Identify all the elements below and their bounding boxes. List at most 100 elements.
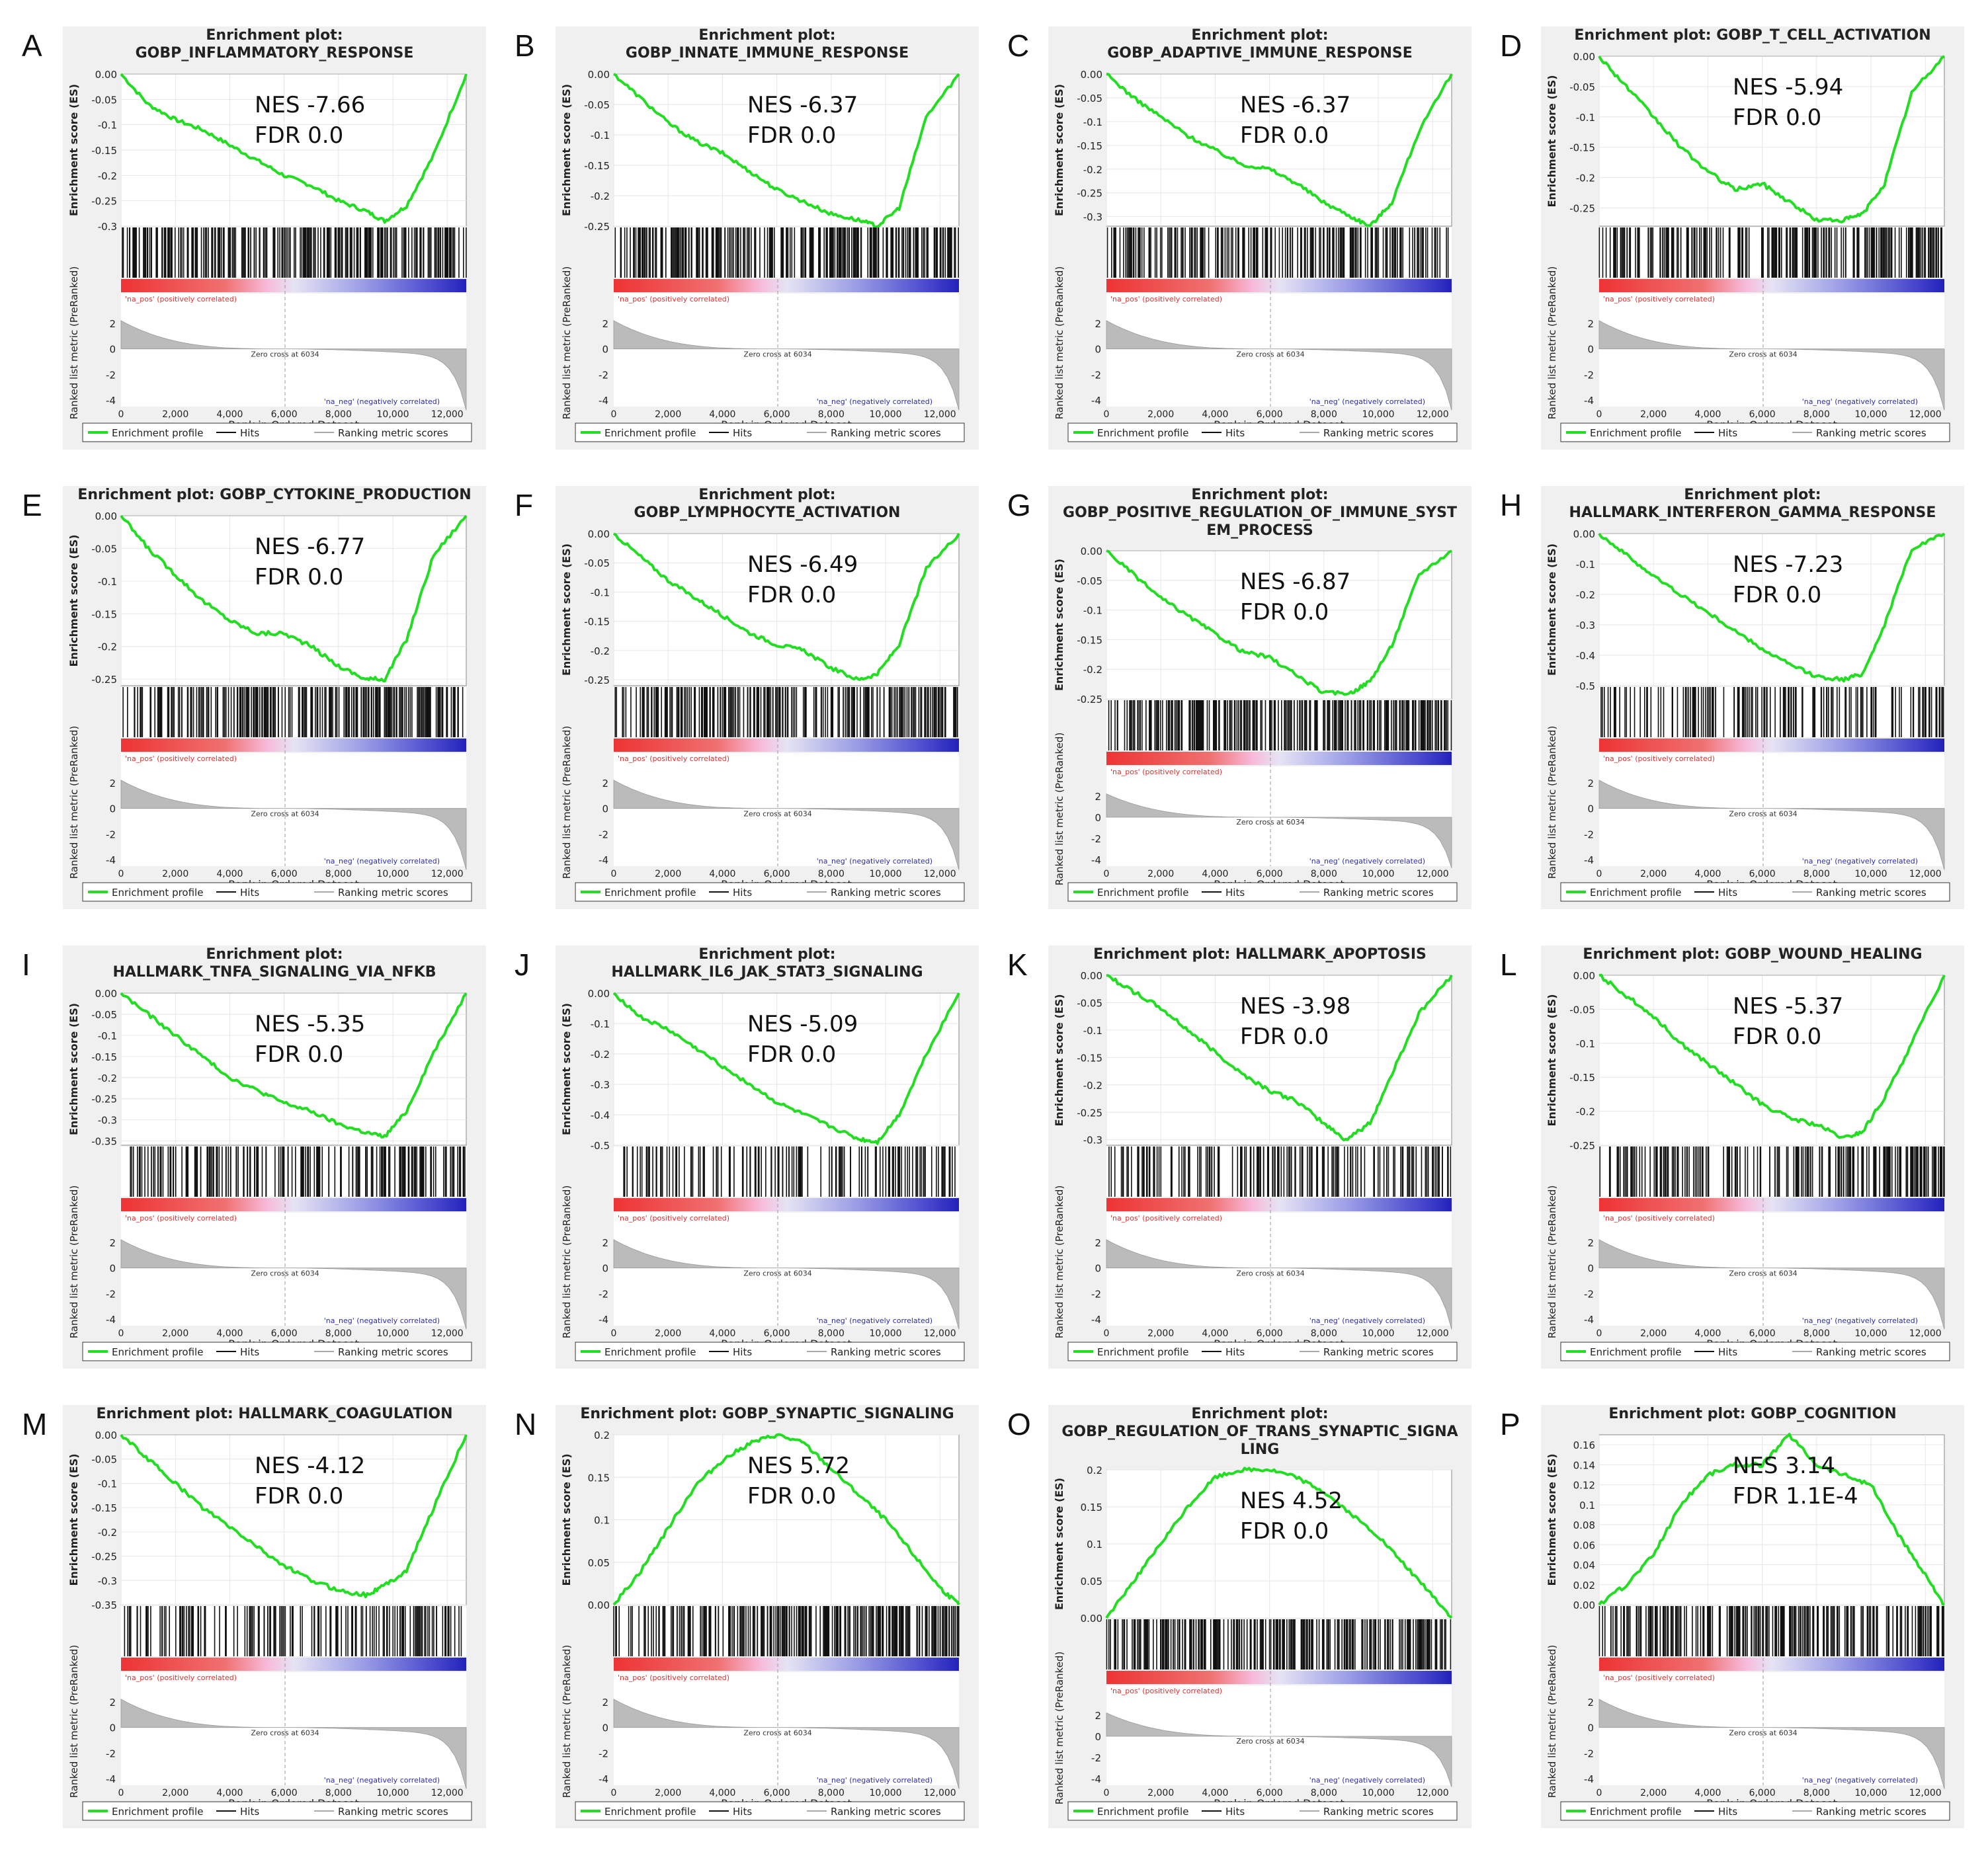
metric-tick-label: -2 xyxy=(599,828,608,840)
es-tick-label: 0.00 xyxy=(1573,1599,1595,1611)
es-plot-area xyxy=(1106,550,1452,700)
es-tick-label: -0.2 xyxy=(1083,164,1102,176)
es-tick-label: -0.05 xyxy=(1569,1004,1595,1016)
nes-value: NES -3.98 xyxy=(1240,993,1350,1020)
x-tick-label: 6,000 xyxy=(1257,869,1283,879)
enrichment-profile-line xyxy=(612,1433,960,1606)
x-tick-label: 6,000 xyxy=(1257,1788,1283,1798)
panel-letter: F xyxy=(515,488,534,522)
x-tick-label: 8,000 xyxy=(325,409,352,420)
x-tick-label: 2,000 xyxy=(1147,1788,1174,1798)
es-tick-label: -0.1 xyxy=(591,130,610,141)
legend-box xyxy=(575,1342,965,1361)
correlation-gradient-bar xyxy=(614,739,959,752)
es-tick-label: 0.00 xyxy=(588,528,610,540)
legend-box xyxy=(575,423,965,442)
metric-tick-label: 0 xyxy=(109,803,116,815)
es-tick-label: -0.2 xyxy=(591,1049,610,1061)
metric-tick-label: 0 xyxy=(109,1722,116,1734)
es-axis-label: Enrichment score (ES) xyxy=(67,1453,80,1586)
es-tick-label: -0.1 xyxy=(1083,116,1102,128)
positively-correlated-label: 'na_pos' (positively correlated) xyxy=(125,1214,237,1223)
metric-tick-label: -2 xyxy=(1584,369,1594,381)
legend-profile-label: Enrichment profile xyxy=(604,1346,696,1358)
ranking-metric-area xyxy=(1106,793,1452,868)
es-tick-label: 0.08 xyxy=(1573,1519,1595,1531)
es-axis-label: Enrichment score (ES) xyxy=(1053,84,1065,216)
x-tick-label: 12,000 xyxy=(1417,409,1449,420)
enrichment-profile-line xyxy=(1106,549,1452,696)
ranking-metric-area xyxy=(1106,320,1452,411)
negatively-correlated-label: 'na_neg' (negatively correlated) xyxy=(1802,397,1918,406)
x-tick-label: 12,000 xyxy=(1417,1788,1449,1798)
es-tick-label: -0.4 xyxy=(1576,650,1595,662)
x-tick-label: 8,000 xyxy=(1311,1788,1337,1798)
nes-value: NES 3.14 xyxy=(1733,1453,1835,1479)
metric-tick-label: 2 xyxy=(109,1237,116,1249)
panel-title: Enrichment plot: GOBP_WOUND_HEALING xyxy=(1583,946,1922,963)
panel-letter: E xyxy=(22,488,42,522)
metric-tick-label: -4 xyxy=(1091,395,1101,407)
nes-value: NES -5.37 xyxy=(1733,993,1843,1020)
positively-correlated-label: 'na_pos' (positively correlated) xyxy=(125,295,237,303)
es-tick-label: -0.25 xyxy=(1077,1107,1102,1119)
metric-axis-label: Ranked list metric (PreRanked) xyxy=(561,1645,573,1798)
metric-tick-label: -4 xyxy=(106,395,116,407)
metric-tick-label: 0 xyxy=(109,1263,116,1275)
nes-value: NES -6.87 xyxy=(1240,569,1350,595)
x-tick-label: 12,000 xyxy=(924,869,956,879)
legend-box xyxy=(1560,423,1950,442)
negatively-correlated-label: 'na_neg' (negatively correlated) xyxy=(324,857,440,866)
enrichment-profile-line xyxy=(1598,973,1946,1139)
panel-title: Enrichment plot: xyxy=(1684,487,1821,503)
legend-hits-label: Hits xyxy=(1225,427,1245,439)
es-tick-label: -0.3 xyxy=(1083,1135,1102,1147)
fdr-value: FDR 0.0 xyxy=(255,1041,343,1068)
es-tick-label: 0.00 xyxy=(95,510,117,522)
metric-tick-label: 2 xyxy=(1587,1697,1594,1709)
legend-profile-label: Enrichment profile xyxy=(112,1346,203,1358)
x-tick-label: 12,000 xyxy=(1909,1328,1942,1339)
positively-correlated-label: 'na_pos' (positively correlated) xyxy=(618,295,729,303)
hits-band xyxy=(1106,700,1452,750)
x-tick-label: 6,000 xyxy=(1257,409,1283,420)
legend-box xyxy=(82,1801,472,1821)
metric-tick-label: 2 xyxy=(1095,791,1101,803)
es-tick-label: 0.15 xyxy=(1081,1502,1102,1513)
es-tick-label: -0.25 xyxy=(1569,1140,1595,1152)
x-tick-label: 12,000 xyxy=(924,1788,956,1798)
zero-cross-label: Zero cross at 6034 xyxy=(1729,1729,1797,1738)
correlation-gradient-bar xyxy=(614,279,959,292)
enrichment-plot-panel: Enrichment plot: GOBP_SYNAPTIC_SIGNALING… xyxy=(556,1405,979,1828)
enrichment-plot-panel: Enrichment plot:GOBP_LYMPHOCYTE_ACTIVATI… xyxy=(556,486,979,909)
x-tick-label: 2,000 xyxy=(162,409,188,420)
enrichment-profile-line xyxy=(120,992,468,1139)
panel-title: Enrichment plot: HALLMARK_COAGULATION xyxy=(96,1406,452,1422)
legend-ranking-label: Ranking metric scores xyxy=(1816,1346,1926,1358)
enrichment-profile-line xyxy=(120,1433,468,1599)
enrichment-plot-panel: Enrichment plot:HALLMARK_INTERFERON_GAMM… xyxy=(1541,486,1964,909)
metric-tick-label: -2 xyxy=(1091,1752,1101,1764)
x-tick-label: 0 xyxy=(1104,1788,1110,1798)
legend-ranking-label: Ranking metric scores xyxy=(1323,1806,1434,1818)
negatively-correlated-label: 'na_neg' (negatively correlated) xyxy=(1309,1776,1425,1785)
legend-profile-label: Enrichment profile xyxy=(604,1806,696,1818)
enrichment-profile-line xyxy=(120,73,468,224)
es-axis-label: Enrichment score (ES) xyxy=(1546,994,1558,1126)
x-tick-label: 8,000 xyxy=(818,1328,845,1339)
zero-cross-label: Zero cross at 6034 xyxy=(743,1729,811,1738)
metric-axis-label: Ranked list metric (PreRanked) xyxy=(561,726,573,879)
x-tick-label: 4,000 xyxy=(709,1788,735,1798)
ranking-metric-area xyxy=(1598,1239,1945,1330)
nes-value: NES -6.49 xyxy=(747,551,858,578)
es-tick-label: -0.1 xyxy=(591,586,610,598)
zero-cross-label: Zero cross at 6034 xyxy=(251,350,319,359)
x-tick-label: 2,000 xyxy=(655,409,681,420)
panel-title: Enrichment plot: GOBP_SYNAPTIC_SIGNALING xyxy=(580,1406,954,1422)
es-tick-label: -0.5 xyxy=(1576,680,1595,692)
legend-hits-label: Hits xyxy=(240,1346,259,1358)
panel-title: Enrichment plot: xyxy=(698,487,835,503)
x-tick-label: 0 xyxy=(611,1328,617,1339)
panel-title: Enrichment plot: GOBP_CYTOKINE_PRODUCTIO… xyxy=(77,487,471,503)
metric-tick-label: 2 xyxy=(109,778,116,789)
